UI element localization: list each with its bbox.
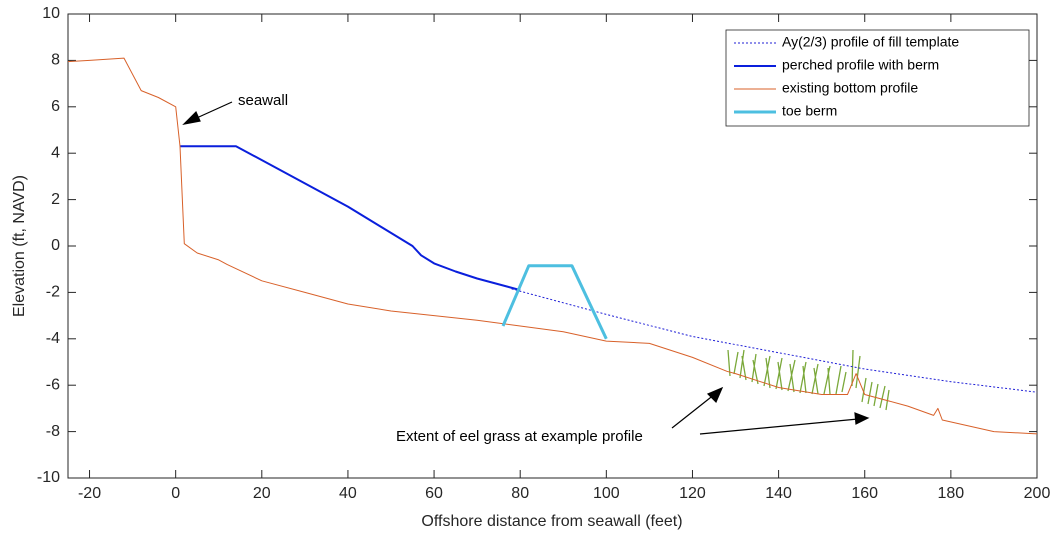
y-tick-label: 6 [51,98,60,115]
annotation: seawall [238,92,288,109]
y-tick-label: 0 [51,237,60,254]
y-tick-label: -10 [37,469,60,486]
x-tick-label: 100 [593,485,620,502]
x-tick-label: 140 [765,485,792,502]
series-line [501,264,608,340]
series-line [67,57,1038,435]
y-tick-label: -6 [46,376,60,393]
x-tick-label: 80 [511,485,529,502]
x-tick-label: -20 [78,485,101,502]
y-tick-label: 10 [42,5,60,22]
x-tick-label: 200 [1024,485,1051,502]
series-line [180,145,521,292]
x-tick-label: 60 [425,485,443,502]
legend-label: toe berm [782,103,837,119]
eel-grass [727,349,890,411]
y-tick-label: 8 [51,52,60,69]
x-tick-label: 180 [938,485,965,502]
y-axis-label: Elevation (ft, NAVD) [11,175,28,317]
y-tick-label: 4 [51,144,60,161]
y-tick-label: -2 [46,284,60,301]
legend-label: Ay(2/3) profile of fill template [782,34,959,50]
annotation-arrows [182,101,870,435]
x-tick-label: 20 [253,485,271,502]
x-tick-label: 0 [171,485,180,502]
annotation: Extent of eel grass at example profile [396,428,643,445]
x-tick-label: 40 [339,485,357,502]
x-tick-label: 120 [679,485,706,502]
y-tick-label: -4 [46,330,60,347]
legend [725,29,1030,127]
y-tick-label: -8 [46,423,60,440]
y-tick-label: 2 [51,191,60,208]
series-line [511,288,1038,393]
x-tick-label: 160 [851,485,878,502]
legend-label: perched profile with berm [782,57,939,73]
x-axis-label: Offshore distance from seawall (feet) [421,513,682,530]
legend-label: existing bottom profile [782,80,918,96]
